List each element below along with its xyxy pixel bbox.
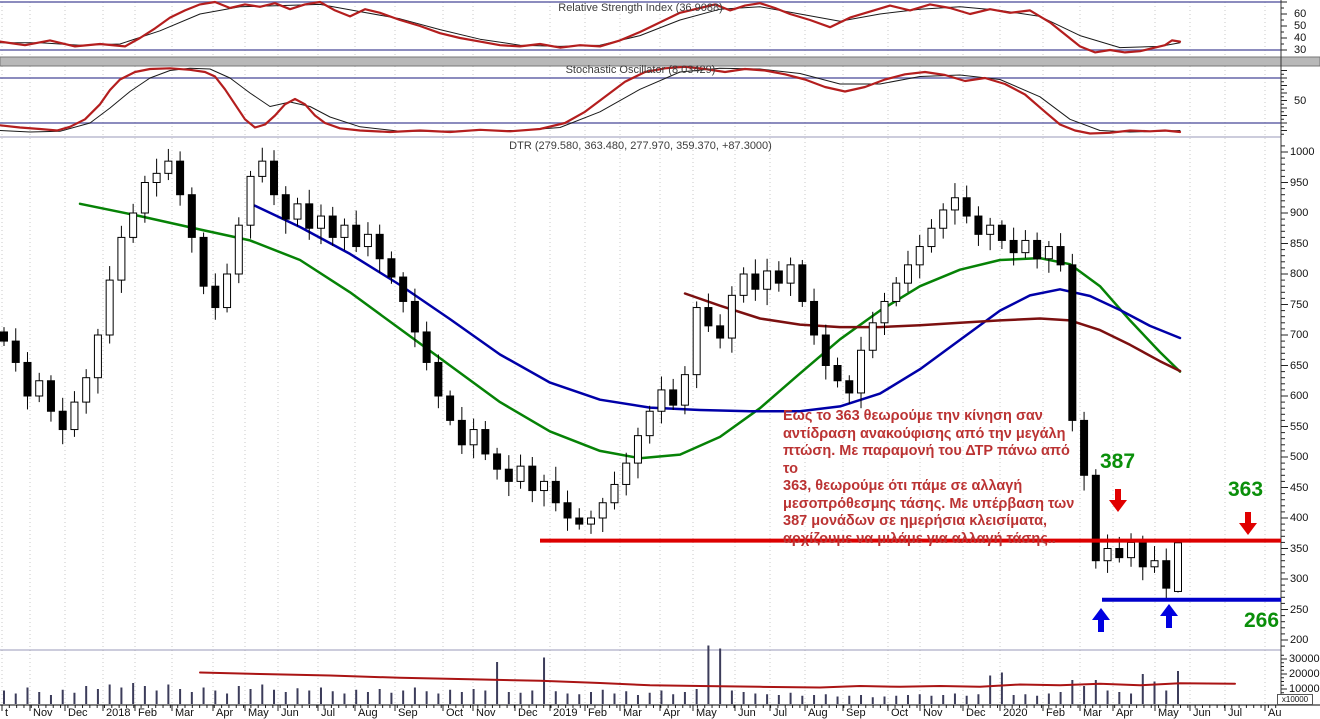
x-axis-label: Feb bbox=[588, 707, 607, 719]
up-arrow-icon bbox=[1092, 608, 1110, 632]
price-axis-label: 900 bbox=[1290, 207, 1309, 219]
level-label-363: 363 bbox=[1228, 478, 1264, 501]
price-axis-label: 400 bbox=[1290, 512, 1309, 524]
x-axis-label: 2018 bbox=[106, 707, 131, 719]
x-axis-label: Feb bbox=[1046, 707, 1065, 719]
down-arrow-icon bbox=[1239, 512, 1257, 535]
x-axis-label: Jul bbox=[1228, 707, 1243, 719]
x-axis-label: t bbox=[5, 707, 9, 719]
price-axis-label: 950 bbox=[1290, 176, 1309, 189]
x-axis-label: Aug bbox=[808, 707, 828, 719]
rsi-axis-label: 60 bbox=[1294, 8, 1307, 20]
x-axis-label: Mar bbox=[623, 707, 642, 719]
volume-axis-label: 20000 bbox=[1289, 668, 1320, 680]
volume-multiplier-badge: x10000 bbox=[1277, 694, 1313, 705]
stoch-axis-label: 50 bbox=[1294, 94, 1307, 107]
x-axis-label: Oct bbox=[446, 707, 464, 719]
x-axis-label: May bbox=[248, 707, 269, 719]
price-axis-label: 500 bbox=[1290, 451, 1309, 463]
x-axis-label: Dec bbox=[518, 707, 538, 719]
price-axis-label: 250 bbox=[1290, 603, 1309, 616]
x-axis-label: Feb bbox=[138, 707, 157, 719]
x-axis-label: Jul bbox=[321, 707, 336, 719]
x-axis-label: Jun bbox=[1193, 707, 1211, 719]
x-axis-label: Apr bbox=[1116, 707, 1134, 719]
x-axis-label: Apr bbox=[216, 707, 234, 719]
stoch-title: Stochastic Oscillator (8.03429) bbox=[565, 64, 716, 76]
price-axis-label: 450 bbox=[1290, 481, 1309, 494]
x-axis-label: Aug bbox=[358, 707, 378, 719]
analysis-note: Εως το 363 θεωρούμε την κίνηση σαν αντίδ… bbox=[783, 408, 1075, 547]
volume-axis-label: 10000 bbox=[1289, 683, 1320, 695]
x-axis-label: 2020 bbox=[1003, 707, 1028, 719]
price-axis-label: 350 bbox=[1290, 542, 1309, 555]
price-axis-label: 850 bbox=[1290, 237, 1309, 250]
x-axis-label: Nov bbox=[476, 707, 496, 719]
x-axis-label: Sep bbox=[846, 707, 866, 719]
x-axis-label: Oct bbox=[891, 707, 909, 719]
x-axis-label: Jun bbox=[738, 707, 756, 719]
price-axis-label: 200 bbox=[1290, 634, 1309, 646]
x-axis-label: Mar bbox=[175, 707, 194, 719]
x-axis-label: Nov bbox=[33, 707, 53, 719]
x-axis-label: Sep bbox=[398, 707, 418, 719]
rsi-axis-label: 30 bbox=[1294, 44, 1307, 56]
rsi-title: Relative Strength Index (36.9088) bbox=[558, 2, 723, 14]
price-axis-label: 800 bbox=[1290, 268, 1309, 280]
level-label-266: 266 bbox=[1244, 609, 1280, 632]
x-axis-label: Jul bbox=[773, 707, 788, 719]
x-axis-label: Dec bbox=[68, 707, 88, 719]
price-axis-label: 750 bbox=[1290, 298, 1309, 311]
up-arrow-icon bbox=[1160, 604, 1178, 628]
price-axis-label: 700 bbox=[1290, 329, 1309, 341]
x-axis-label: Au bbox=[1268, 707, 1282, 719]
x-axis-label: 2019 bbox=[553, 707, 578, 719]
x-axis-label: May bbox=[696, 707, 717, 719]
rsi-axis-label: 50 bbox=[1294, 20, 1307, 32]
x-axis-label: Nov bbox=[923, 707, 943, 719]
x-axis-label: Jun bbox=[281, 707, 299, 719]
x-axis-label: Mar bbox=[1083, 707, 1102, 719]
price-axis-label: 300 bbox=[1290, 573, 1309, 585]
main-title: DTR (279.580, 363.480, 277.970, 359.370,… bbox=[509, 140, 772, 152]
price-axis-label: 1000 bbox=[1290, 146, 1315, 158]
level-label-387: 387 bbox=[1100, 450, 1136, 473]
price-axis-label: 650 bbox=[1290, 359, 1309, 372]
price-axis-label: 550 bbox=[1290, 420, 1309, 433]
x-axis-label: May bbox=[1158, 707, 1179, 719]
x-axis-label: Dec bbox=[966, 707, 986, 719]
price-axis-label: 600 bbox=[1290, 390, 1309, 402]
down-arrow-icon bbox=[1109, 489, 1127, 512]
rsi-axis-label: 40 bbox=[1294, 32, 1307, 44]
x-axis-label: Apr bbox=[663, 707, 681, 719]
volume-axis-label: 30000 bbox=[1289, 653, 1320, 665]
